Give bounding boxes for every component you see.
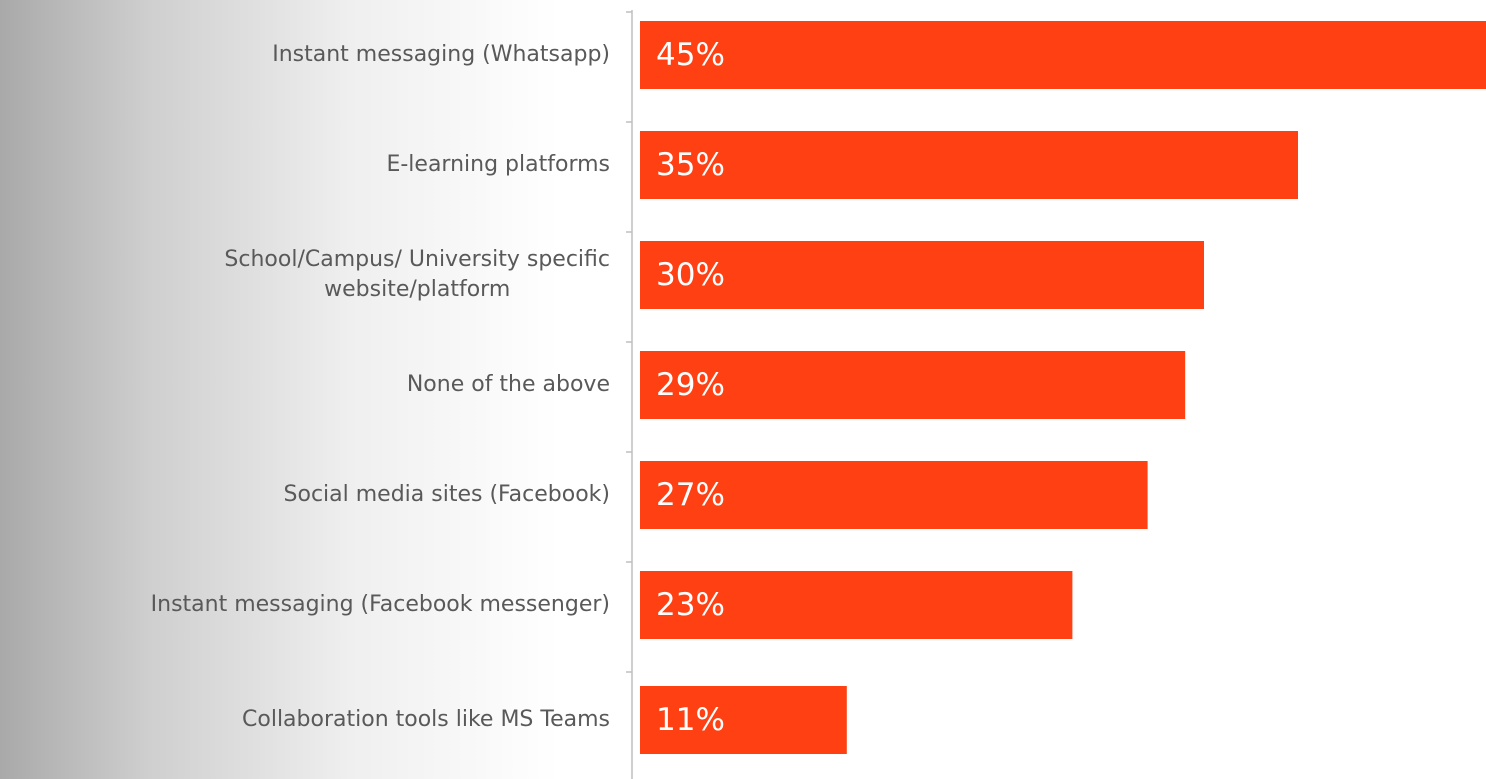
value-label: 27% — [656, 477, 725, 513]
value-label: 45% — [656, 37, 725, 73]
category-label: None of the above — [406, 372, 610, 397]
value-label: 35% — [656, 147, 725, 183]
category-label: Collaboration tools like MS Teams — [242, 707, 610, 732]
value-label: 30% — [656, 257, 725, 293]
category-label: Instant messaging (Facebook messenger) — [150, 592, 610, 617]
bar — [640, 21, 1486, 89]
bar — [640, 351, 1186, 419]
bar — [640, 241, 1204, 309]
bar — [640, 461, 1148, 529]
value-label: 29% — [656, 367, 725, 403]
bar — [640, 571, 1073, 639]
category-label: Instant messaging (Whatsapp) — [272, 42, 610, 67]
value-label: 23% — [656, 587, 725, 623]
category-label: School/Campus/ University specific websi… — [224, 247, 610, 302]
bar — [640, 686, 847, 754]
category-label: Social media sites (Facebook) — [283, 482, 610, 507]
value-label: 11% — [656, 702, 725, 738]
bar — [640, 131, 1298, 199]
category-label: E-learning platforms — [386, 152, 610, 177]
